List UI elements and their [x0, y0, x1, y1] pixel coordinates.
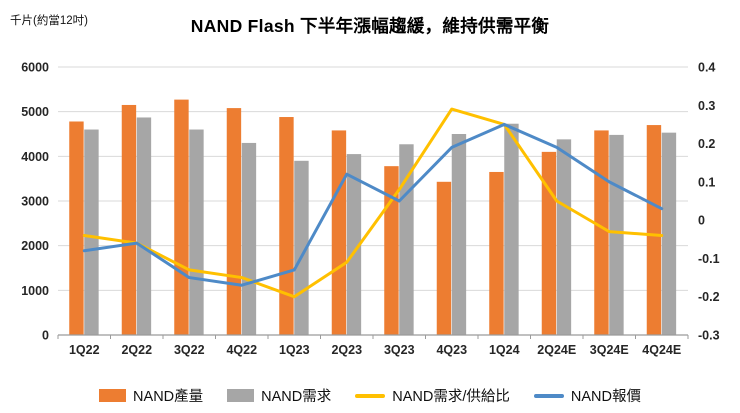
legend-label: NAND產量 — [133, 389, 204, 405]
x-axis-category-label: 4Q22 — [226, 343, 257, 357]
legend-item: NAND產量 — [99, 385, 203, 406]
x-axis-category-label: 3Q24E — [590, 343, 629, 357]
bar — [241, 142, 257, 335]
left-axis-tick-label: 1000 — [21, 284, 49, 298]
bar — [226, 108, 242, 336]
legend-item: NAND報價 — [533, 385, 641, 406]
bar — [121, 104, 137, 335]
legend-line-swatch — [355, 393, 386, 398]
right-axis-tick-label: 0.1 — [698, 175, 715, 189]
legend-bar-swatch — [227, 389, 255, 402]
x-axis-category-label: 1Q23 — [279, 343, 310, 357]
bar — [331, 130, 347, 335]
bar — [594, 130, 609, 335]
right-axis-tick-label: 0 — [698, 214, 705, 228]
left-axis-tick-label: 0 — [42, 329, 49, 343]
line-series — [82, 107, 664, 299]
x-axis-category-label: 3Q23 — [384, 343, 415, 357]
bar — [174, 99, 189, 336]
x-axis-category-label: 4Q24E — [642, 343, 681, 357]
bar — [504, 123, 519, 335]
legend-item: NAND需求 — [227, 385, 331, 406]
left-axis-tick-label: 5000 — [21, 105, 49, 119]
bar — [189, 129, 204, 335]
left-axis-unit-label: 千片(約當12吋) — [10, 15, 88, 27]
bar — [294, 160, 309, 335]
bar — [451, 134, 467, 335]
bar — [556, 139, 572, 335]
bar — [489, 171, 504, 335]
chart-title: NAND Flash 下半年漲幅趨緩，維持供需平衡 — [190, 16, 550, 36]
x-axis-category-label: 3Q22 — [174, 343, 205, 357]
line-series — [82, 122, 664, 287]
bar — [279, 117, 294, 335]
right-axis-tick-label: -0.1 — [698, 252, 720, 266]
right-axis-tick-label: 0.4 — [698, 61, 715, 75]
x-axis-category-label: 1Q22 — [69, 343, 100, 357]
left-axis-tick-label: 6000 — [21, 61, 49, 75]
left-axis-tick-label: 4000 — [21, 150, 49, 164]
bar — [69, 121, 84, 335]
right-axis-tick-label: -0.2 — [698, 290, 720, 304]
bar — [646, 125, 662, 335]
x-axis-category-label: 2Q22 — [121, 343, 152, 357]
legend: NAND產量 NAND需求 NAND需求/供給比 NAND報價 — [0, 385, 740, 406]
bar — [609, 134, 624, 335]
right-axis-tick-label: 0.3 — [698, 99, 715, 113]
legend-label: NAND需求/供給比 — [392, 389, 510, 405]
bar — [436, 181, 452, 335]
x-axis-category-label: 4Q23 — [436, 343, 467, 357]
bar — [136, 117, 152, 336]
left-axis-tick-label: 2000 — [21, 239, 49, 253]
x-axis-category-label: 1Q24 — [489, 343, 520, 357]
x-axis-category-label: 2Q24E — [537, 343, 576, 357]
bar — [346, 154, 362, 335]
bar — [84, 129, 99, 335]
bar — [541, 151, 557, 335]
right-axis-tick-label: 0.2 — [698, 137, 715, 151]
legend-label: NAND報價 — [570, 389, 641, 405]
left-axis-tick-label: 3000 — [21, 195, 49, 209]
legend-label: NAND需求 — [261, 389, 332, 405]
x-axis-category-label: 2Q23 — [331, 343, 362, 357]
legend-item: NAND需求/供給比 — [355, 385, 510, 406]
bar — [384, 166, 399, 335]
right-axis-tick-label: -0.3 — [698, 329, 720, 343]
bar — [661, 132, 677, 335]
legend-line-swatch — [533, 393, 564, 398]
legend-bar-swatch — [99, 389, 127, 402]
